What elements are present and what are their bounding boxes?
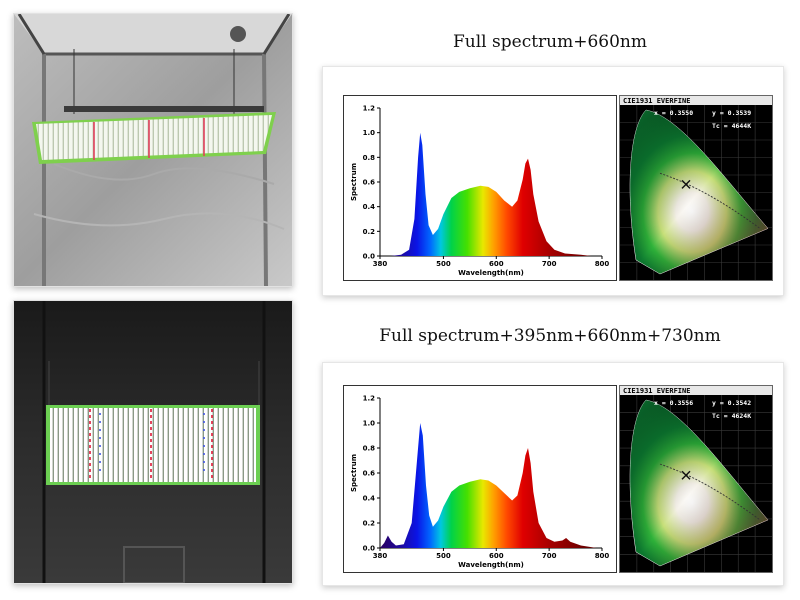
y-tick-label: 0.0 — [363, 253, 376, 261]
cie-y-readout: y = 0.3539 — [712, 109, 751, 117]
cie-measured-point-cross — [681, 179, 691, 189]
y-tick-label: 0.8 — [363, 154, 376, 162]
cie-measured-point-cross — [681, 470, 691, 480]
cie-tc-readout: Tc = 4644K — [712, 122, 751, 130]
cie-header: CIE1931 EVERFINE — [623, 387, 690, 395]
y-tick-label: 0.2 — [363, 520, 376, 528]
y-tick-label: 0.8 — [363, 445, 376, 453]
spectrum-chart-top: 0.0 0.2 0.4 0.6 0.8 1.0 1.2 380 500 600 700 800 Wave… — [343, 95, 617, 281]
cie-diagram-svg-top: CIE1931 EVERFINE x = 0.3550 y = 0.3539 Tc =… — [620, 96, 772, 280]
spectrum-chart-svg-bottom: 0.0 0.2 0.4 0.6 0.8 1.0 1.2 380 500 600 700 800 Wave… — [350, 395, 610, 570]
x-tick-label: 700 — [542, 552, 557, 560]
cie-header-bar — [620, 96, 772, 105]
cie-diagram-top: CIE1931 EVERFINE x = 0.3550 y = 0.3539 Tc =… — [619, 95, 773, 281]
y-tick-label: 1.0 — [363, 420, 376, 428]
spectrum-series-area — [380, 423, 597, 548]
y-tick-label: 1.2 — [363, 105, 376, 113]
y-axis-label: Spectrum — [350, 454, 358, 492]
caption-top: Full spectrum+660nm — [453, 32, 647, 52]
y-tick-label: 0.6 — [363, 470, 376, 478]
x-axis-label: Wavelength(nm) — [458, 561, 524, 569]
y-tick-label: 0.6 — [363, 179, 376, 187]
y-tick-label: 1.0 — [363, 129, 376, 137]
y-tick-label: 0.0 — [363, 545, 376, 553]
spectrum-panel-top: 0.0 0.2 0.4 0.6 0.8 1.0 1.2 380 500 600 700 800 Wave… — [322, 66, 784, 296]
cie-horseshoe-tint — [630, 110, 768, 274]
cie-diagram-svg-bottom: CIE1931 EVERFINE x = 0.3556 y = 0.3542 Tc =… — [620, 386, 772, 572]
cie-tc-readout: Tc = 4624K — [712, 412, 751, 420]
spectrum-chart-bottom: 0.0 0.2 0.4 0.6 0.8 1.0 1.2 380 500 600 700 800 Wave… — [343, 385, 617, 573]
cie-y-readout: y = 0.3542 — [712, 399, 751, 407]
caption-bottom: Full spectrum+395nm+660nm+730nm — [379, 326, 721, 346]
x-tick-label: 380 — [373, 552, 388, 560]
cie-header: CIE1931 EVERFINE — [623, 97, 690, 105]
cie-planckian-locus — [659, 463, 761, 521]
y-tick-label: 0.4 — [363, 203, 376, 211]
x-tick-label: 800 — [595, 552, 610, 560]
spectrum-chart-svg-top: 0.0 0.2 0.4 0.6 0.8 1.0 1.2 380 500 600 700 800 Wave… — [350, 105, 610, 278]
cie-header-bar — [620, 386, 772, 395]
x-tick-label: 600 — [489, 260, 504, 268]
cie-horseshoe-tint — [630, 400, 768, 566]
y-tick-label: 0.2 — [363, 228, 376, 236]
y-tick-label: 0.4 — [363, 495, 376, 503]
grow-light-photo-top — [13, 13, 293, 287]
x-tick-label: 380 — [373, 260, 388, 268]
grow-light-photo-bottom — [13, 300, 293, 584]
cie-x-readout: x = 0.3550 — [654, 109, 693, 117]
y-tick-label: 1.2 — [363, 395, 376, 403]
cie-x-readout: x = 0.3556 — [654, 399, 693, 407]
x-tick-label: 800 — [595, 260, 610, 268]
spectrum-panel-bottom: 0.0 0.2 0.4 0.6 0.8 1.0 1.2 380 500 600 700 800 Wave… — [322, 362, 784, 586]
x-axis-label: Wavelength(nm) — [458, 269, 524, 277]
cie-planckian-locus — [659, 172, 761, 229]
x-tick-label: 500 — [436, 260, 451, 268]
y-axis-label: Spectrum — [350, 163, 358, 201]
x-tick-label: 600 — [489, 552, 504, 560]
x-tick-label: 500 — [436, 552, 451, 560]
cie-diagram-bottom: CIE1931 EVERFINE x = 0.3556 y = 0.3542 Tc =… — [619, 385, 773, 573]
spectrum-series-area — [390, 132, 592, 256]
x-tick-label: 700 — [542, 260, 557, 268]
